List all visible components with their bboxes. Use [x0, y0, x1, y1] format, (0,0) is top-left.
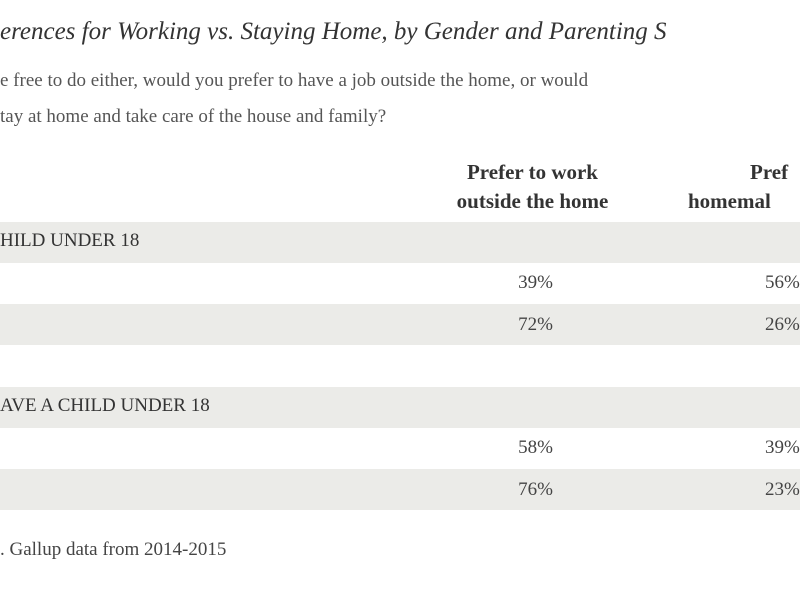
column-header: Pref homemal [688, 160, 788, 214]
cell: 23% [765, 479, 800, 500]
cell: 72% [518, 314, 553, 335]
section-band [0, 222, 800, 263]
cell: 39% [765, 437, 800, 458]
header-line: homemal [688, 189, 771, 213]
cell: 56% [765, 272, 800, 293]
column-header: Prefer to work outside the home [420, 160, 645, 214]
header-line: outside the home [456, 189, 609, 213]
question-line: tay at home and take care of the house a… [0, 106, 387, 127]
cell: 76% [518, 479, 553, 500]
cell: 26% [765, 314, 800, 335]
question-line: e free to do either, would you prefer to… [0, 70, 589, 91]
cell: 58% [518, 437, 553, 458]
row-band [0, 304, 800, 345]
row-band [0, 469, 800, 510]
header-line: Prefer to work [466, 160, 598, 184]
cell: 39% [518, 272, 553, 293]
section-label: AVE A CHILD UNDER 18 [0, 395, 210, 416]
section-label: HILD UNDER 18 [0, 230, 140, 251]
table-title: erences for Working vs. Staying Home, by… [0, 18, 667, 45]
source-note: . Gallup data from 2014-2015 [0, 539, 227, 560]
section-band [0, 387, 800, 428]
header-line: Pref [750, 160, 789, 184]
